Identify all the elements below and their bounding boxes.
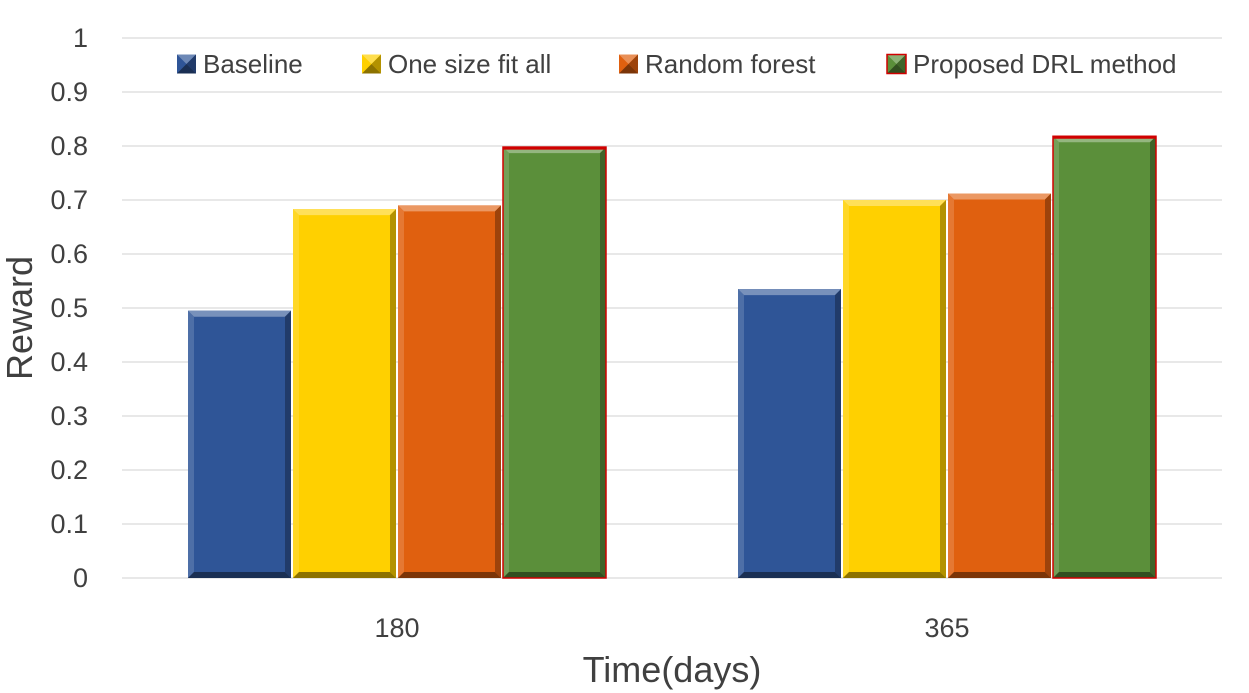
legend-swatch: [362, 54, 381, 74]
x-axis-title: Time(days): [583, 649, 762, 690]
y-axis-title: Reward: [0, 256, 40, 380]
y-tick-label: 0.2: [50, 455, 88, 485]
y-tick-label: 0.6: [50, 239, 88, 269]
legend-item: Baseline: [177, 49, 303, 79]
y-tick-label: 0: [73, 563, 88, 593]
legend-label: Baseline: [203, 49, 303, 79]
legend-item: One size fit all: [362, 49, 551, 79]
y-axis-ticks: 0 0.1 0.2 0.3 0.4 0.5 0.6 0.7 0.8 0.9 1: [50, 23, 88, 593]
bar: [293, 209, 396, 578]
y-tick-label: 0.4: [50, 347, 88, 377]
x-tick-label: 180: [374, 613, 419, 643]
legend-swatch: [886, 53, 907, 75]
bar: [1052, 135, 1157, 579]
y-tick-label: 0.3: [50, 401, 88, 431]
x-axis-categories: 180 365: [374, 613, 969, 643]
legend-label: Proposed DRL method: [913, 49, 1177, 79]
bar: [948, 193, 1051, 578]
bar: [502, 146, 607, 579]
y-tick-label: 0.8: [50, 131, 88, 161]
y-tick-label: 0.9: [50, 77, 88, 107]
legend-swatch: [177, 54, 196, 74]
legend-item: Random forest: [619, 49, 816, 79]
legend-swatch: [619, 54, 638, 74]
y-tick-label: 0.5: [50, 293, 88, 323]
y-tick-label: 1: [73, 23, 88, 53]
legend-label: Random forest: [645, 49, 816, 79]
x-tick-label: 365: [924, 613, 969, 643]
bar: [738, 289, 841, 578]
bars: [188, 135, 1157, 579]
legend-item: Proposed DRL method: [886, 49, 1177, 79]
bar: [188, 310, 291, 578]
legend: Baseline One size fit all Random forest Pro…: [177, 49, 1177, 79]
bar: [398, 205, 501, 578]
y-tick-label: 0.1: [50, 509, 88, 539]
bar: [843, 200, 946, 578]
y-tick-label: 0.7: [50, 185, 88, 215]
legend-label: One size fit all: [388, 49, 551, 79]
